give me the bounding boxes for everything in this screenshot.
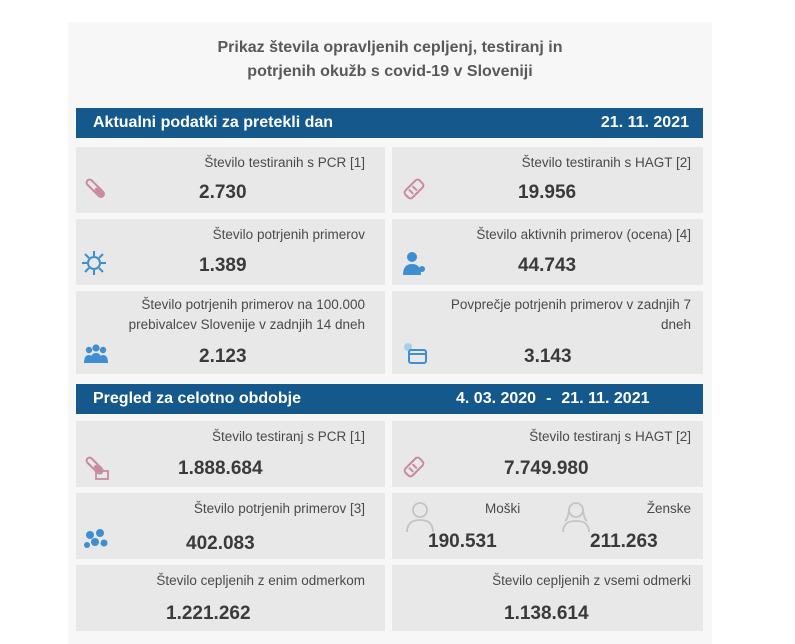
daily-per100k-label-line1: Število potrjenih primerov na 100.000: [141, 297, 365, 312]
daily-avg7-card: Povprečje potrjenih primerov v zadnjih 7…: [392, 291, 703, 374]
person-icon: [400, 249, 428, 277]
daily-avg7-label: Povprečje potrjenih primerov v zadnjih 7…: [451, 295, 691, 335]
one-dose-value: 1.221.262: [166, 603, 251, 624]
daily-confirmed-value: 1.389: [199, 255, 247, 276]
daily-hagt-value: 19.956: [518, 182, 577, 203]
daily-confirmed-label: Število potrjenih primerov: [212, 227, 365, 242]
daily-avg7-label-line1: Povprečje potrjenih primerov v zadnjih 7: [450, 297, 691, 312]
daily-active-value: 44.743: [518, 255, 577, 276]
page-title: Prikaz števila opravljenih cepljenj, tes…: [68, 36, 712, 84]
full-dose-value: 1.138.614: [504, 603, 589, 624]
title-line-1: Prikaz števila opravljenih cepljenj, tes…: [217, 39, 563, 56]
period-gender-card: Moški 190.531 Ženske 211.263: [392, 493, 703, 559]
period-full-dose-card: Število cepljenih z vsemi odmerki 1.138.…: [392, 565, 703, 631]
daily-hagt-card: Število testiranih s HAGT [2] 19.956: [392, 147, 703, 213]
period-pcr-card: Število testiranj s PCR [1] 1.888.684: [76, 421, 385, 487]
male-icon: [404, 499, 436, 533]
full-dose-label: Število cepljenih z vsemi odmerki: [492, 573, 691, 588]
one-dose-label: Število cepljenih z enim odmerkom: [156, 573, 365, 588]
period-date-range: 4. 03. 2020-21. 11. 2021: [456, 390, 650, 408]
daily-confirmed-card: Število potrjenih primerov 1.389: [76, 219, 385, 285]
title-line-2: potrjenih okužb s covid-19 v Sloveniji: [247, 63, 533, 80]
male-value: 190.531: [428, 531, 497, 552]
daily-hagt-label: Število testiranih s HAGT [2]: [521, 155, 691, 170]
daily-heading: Aktualni podatki za pretekli dan: [93, 114, 334, 131]
period-section-header: Pregled za celotno obdobje 4. 03. 2020-2…: [76, 384, 703, 414]
female-value: 211.263: [590, 531, 658, 552]
group-icon: [82, 525, 110, 553]
period-hagt-label: Število testiranj s HAGT [2]: [529, 429, 691, 444]
period-one-dose-card: Število cepljenih z enim odmerkom 1.221.…: [76, 565, 385, 631]
daily-date: 21. 11. 2021: [600, 114, 689, 131]
male-label: Moški: [485, 501, 521, 516]
period-hagt-card: Število testiranj s HAGT [2] 7.749.980: [392, 421, 703, 487]
female-label: Ženske: [646, 501, 691, 516]
period-hagt-value: 7.749.980: [504, 458, 589, 479]
test-tube-icon: [82, 453, 110, 481]
daily-pcr-card: Število testiranih s PCR [1] 2.730: [76, 147, 385, 213]
rapid-test-icon: [400, 175, 428, 203]
daily-avg7-label-line2: dneh: [660, 317, 691, 332]
daily-section-header: Aktualni podatki za pretekli dan 21. 11.…: [76, 108, 703, 138]
daily-per100k-label: Število potrjenih primerov na 100.000 pr…: [129, 295, 365, 335]
daily-per100k-value: 2.123: [199, 346, 247, 367]
daily-avg7-value: 3.143: [524, 346, 572, 367]
group-icon: [82, 341, 110, 369]
period-date-to: 21. 11. 2021: [561, 390, 650, 407]
daily-pcr-label: Število testiranih s PCR [1]: [204, 155, 365, 170]
daily-pcr-value: 2.730: [199, 182, 247, 203]
period-confirmed-card: Število potrjenih primerov [3] 402.083: [76, 493, 385, 559]
daily-per100k-card: Število potrjenih primerov na 100.000 pr…: [76, 291, 385, 374]
period-pcr-label: Število testiranj s PCR [1]: [211, 429, 365, 444]
daily-active-card: Število aktivnih primerov (ocena) [4] 44…: [392, 219, 703, 285]
calendar-icon: [400, 339, 428, 367]
period-date-dash: -: [546, 390, 552, 407]
virus-icon: [80, 249, 108, 277]
period-date-from: 4. 03. 2020: [456, 390, 537, 407]
period-confirmed-value: 402.083: [186, 533, 255, 554]
test-tube-icon: [82, 175, 110, 203]
rapid-test-icon: [400, 453, 428, 481]
period-confirmed-label: Število potrjenih primerov [3]: [193, 501, 365, 516]
period-heading: Pregled za celotno obdobje: [93, 390, 302, 407]
daily-active-label: Število aktivnih primerov (ocena) [4]: [476, 227, 691, 242]
female-icon: [560, 499, 592, 533]
daily-per100k-label-line2: prebivalcev Slovenije v zadnjih 14 dneh: [128, 317, 365, 332]
period-pcr-value: 1.888.684: [178, 458, 263, 479]
